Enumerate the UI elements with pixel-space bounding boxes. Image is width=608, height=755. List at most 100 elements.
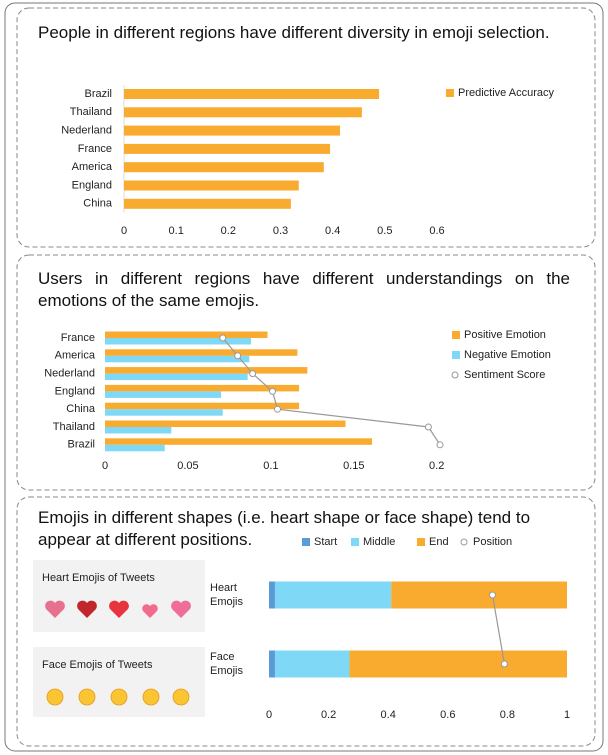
legend-label: Predictive Accuracy [458,87,554,99]
x-tick-label: 0.05 [177,460,198,472]
heart-emojis [45,600,191,618]
bar [105,355,250,363]
bar [105,420,346,427]
legend-label: Middle [363,536,395,548]
bar [124,180,299,191]
x-tick-label: 0.2 [221,225,236,237]
x-tick-label: 1 [564,709,570,721]
legend-marker [417,538,425,546]
bar [349,650,567,678]
line [491,594,506,665]
bar [124,143,331,154]
bar [105,427,172,434]
legend-label: End [429,536,449,548]
bar [124,89,380,99]
x-tick-label: 0.4 [381,709,396,721]
legend-marker [302,538,310,546]
bar [124,198,291,209]
point [219,334,227,342]
face-emojis [46,688,190,706]
legend-marker [460,538,468,546]
x-tick-label: 0.2 [321,709,336,721]
bar [105,438,373,445]
legend-marker [452,331,460,339]
y-tick-label: Thailand [70,106,112,118]
bar [269,581,275,609]
legend-label: Position [473,536,512,548]
point [436,441,444,449]
bar [124,125,340,136]
y-tick-label: Heart Emojis [210,582,244,608]
bar [105,373,248,381]
x-tick-label: 0.1 [169,225,184,237]
y-tick-label: Nederland [61,125,112,137]
bar [269,650,275,678]
panel-border [16,254,596,491]
y-tick-label: France [78,143,112,155]
chart-title: Emojis in different shapes (i.e. heart s… [38,508,531,549]
legend-marker [446,89,454,97]
legend-label: Positive Emotion [464,329,546,341]
x-tick-label: 0.8 [500,709,515,721]
legend-label: Negative Emotion [464,349,551,361]
x-tick-label: 0.3 [273,225,288,237]
y-tick-label: France [61,332,95,344]
y-tick-label: Nederland [44,368,95,380]
y-tick-label: Brazil [67,439,95,451]
y-tick-label: China [66,403,96,415]
outer-border [4,2,604,752]
y-tick-label: America [55,350,96,362]
box-title: Face Emojis of Tweets [42,659,153,671]
bar [124,107,362,118]
bar [105,402,300,410]
y-tick-label: America [72,161,113,173]
bar [105,367,308,374]
legend-marker [351,538,359,546]
bar [124,162,324,173]
x-tick-label: 0.6 [440,709,455,721]
x-tick-label: 0.5 [377,225,392,237]
legend-marker [452,351,460,359]
legend-label: Sentiment Score [464,369,545,381]
point [273,405,281,413]
box-title: Heart Emojis of Tweets [42,572,155,584]
panel-border [16,7,596,248]
bar [105,384,300,392]
x-tick-label: 0.4 [325,225,340,237]
point [234,352,242,360]
panel-border [16,496,596,747]
y-tick-label: England [55,385,95,397]
chart-title: People in different regions have differe… [38,23,550,42]
bar [274,650,350,678]
point [500,660,508,668]
x-tick-label: 0 [121,225,127,237]
point [424,423,432,431]
x-tick-label: 0.2 [429,460,444,472]
point [269,387,277,395]
legend-label: Start [314,536,337,548]
y-tick-label: Thailand [53,421,95,433]
emoji-box [33,647,205,717]
point [489,591,496,599]
chart-title: Users in different regions have differen… [38,269,570,310]
x-tick-label: 0.1 [263,460,278,472]
emoji-box [33,560,205,632]
y-tick-label: England [72,179,112,191]
bar [105,349,298,356]
bar [274,581,392,609]
y-tick-label: China [83,198,113,210]
x-tick-label: 0 [266,709,272,721]
point [249,370,257,378]
bar [105,338,251,345]
y-tick-label: Face Emojis [210,651,244,677]
bar [105,391,222,398]
x-tick-label: 0 [102,460,108,472]
bar [105,409,223,416]
bar [391,581,567,609]
legend-marker [451,371,459,379]
x-tick-label: 0.6 [429,225,444,237]
y-tick-label: Brazil [84,88,112,100]
bar [105,444,165,452]
